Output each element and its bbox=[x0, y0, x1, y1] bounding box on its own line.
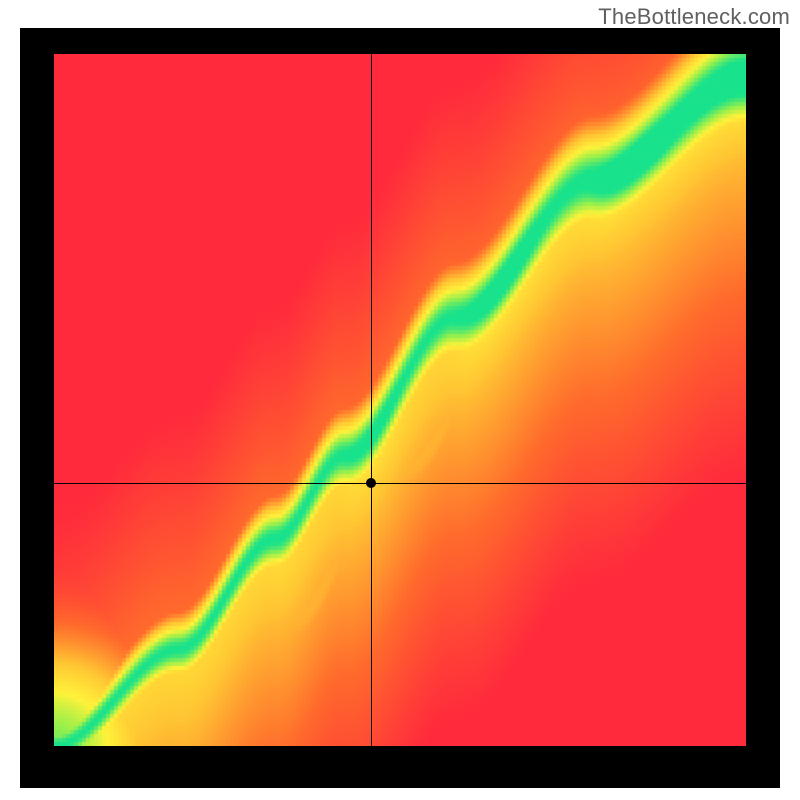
heatmap-frame bbox=[20, 28, 780, 788]
crosshair-vertical bbox=[371, 54, 372, 746]
heatmap-canvas bbox=[54, 54, 746, 746]
crosshair-horizontal bbox=[54, 483, 746, 484]
heatmap-plot bbox=[54, 54, 746, 746]
watermark-text: TheBottleneck.com bbox=[598, 4, 790, 30]
reference-point bbox=[366, 478, 376, 488]
